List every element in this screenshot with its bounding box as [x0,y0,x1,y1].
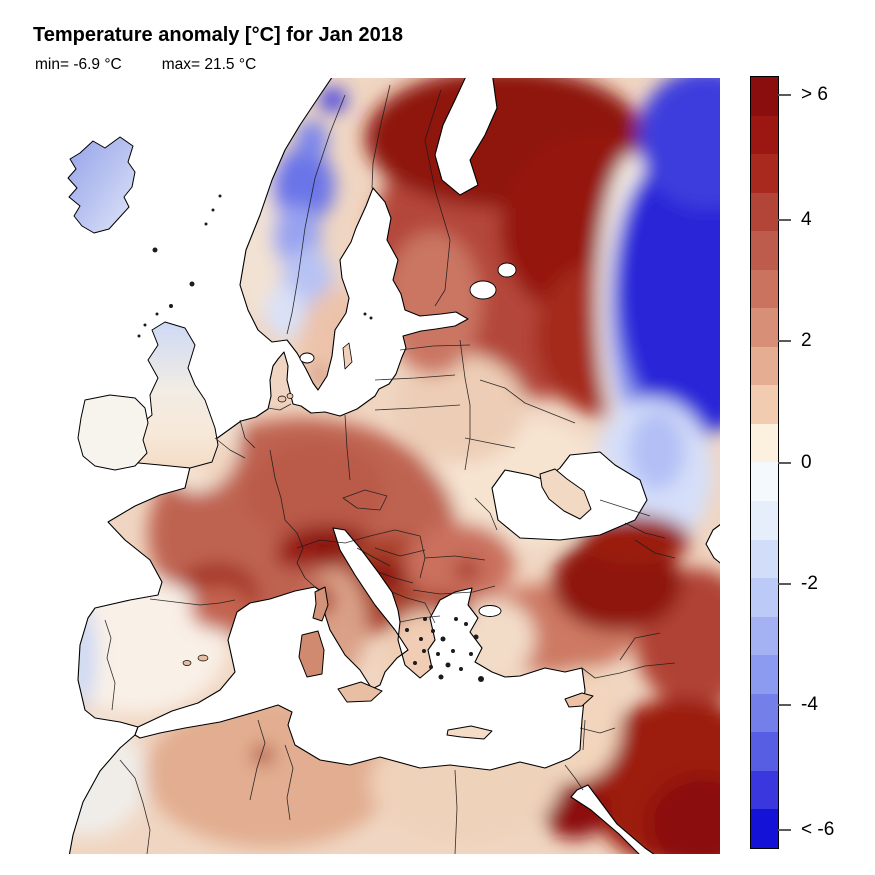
cyprus-island [564,692,594,708]
max-stat: max= 21.5 °C [161,56,257,73]
colorbar-tick: 4 [778,209,812,231]
min-stat: min= -6.9 °C [35,56,122,73]
balearic-island [182,660,192,666]
colorbar-tick-label: -4 [801,693,818,715]
colorbar-tick-label: > 6 [801,84,828,106]
danish-island [277,395,287,403]
minmax-stats: min= -6.9 °C max= 21.5 °C [35,56,256,74]
colorbar-segment [751,346,778,386]
lake-onega [497,262,517,278]
crimea-peninsula [539,468,592,520]
crete-island [446,725,493,740]
sardinia-island [298,630,325,678]
tick-dash [778,461,791,464]
colorbar-segment [751,192,778,232]
sicily-island [337,681,383,703]
colorbar-tick: -4 [778,694,818,716]
page-title: Temperature anomaly [°C] for Jan 2018 [33,24,403,46]
tick-dash [778,340,791,343]
tick-dash [778,582,791,585]
lake-vanern [299,352,315,364]
tick-dash [778,94,791,97]
colorbar-segment [751,115,778,155]
colorbar-segment [751,423,778,463]
colorbar-segment [751,154,778,193]
tick-dash [778,703,791,706]
colorbar-tick: 2 [778,330,812,352]
colorbar: > 6 4 2 0 -2 -4 < -6 [750,76,834,849]
corsica-island [312,586,329,622]
colorbar-segments [751,77,778,848]
caspian-sea-edge [705,524,720,564]
ireland-island [77,394,149,471]
red-sea [570,784,655,854]
colorbar-segment [751,616,778,656]
colorbar-tick: 0 [778,452,812,474]
colorbar-tick: -2 [778,573,818,595]
colorbar-segment [751,501,778,540]
colorbar-segment [751,231,778,270]
sea-of-marmara [478,605,502,617]
colorbar-tick: < -6 [778,819,834,841]
danish-island [286,393,294,399]
colorbar-segment [751,308,778,347]
colorbar-segment [751,539,778,579]
gotland-island [342,342,353,370]
balearic-island [197,654,209,662]
europe-anomaly-map [35,78,720,854]
colorbar-tick-label: 0 [801,451,812,473]
country-borders [104,84,676,854]
colorbar-segment [751,385,778,424]
colorbar-tick-label: 4 [801,209,812,231]
colorbar-segment [751,809,778,848]
colorbar-tick-label: 2 [801,330,812,352]
colorbar-tick: > 6 [778,84,828,106]
atlantic-north-baltic-sea [35,78,469,854]
tick-dash [778,828,791,831]
colorbar-segment [751,77,778,116]
white-sea [434,78,498,196]
colorbar-tick-label: < -6 [801,818,835,840]
colorbar-ticks: > 6 4 2 0 -2 -4 < -6 [751,77,834,848]
colorbar-segment [751,732,778,771]
colorbar-segment [751,462,778,502]
colorbar-segment [751,578,778,617]
colorbar-segment [751,655,778,694]
colorbar-segment [751,269,778,309]
iceland-island [67,136,136,234]
lake-ladoga [469,280,497,300]
tick-dash [778,219,791,222]
colorbar-segment [751,770,778,810]
colorbar-segment [751,693,778,733]
colorbar-tick-label: -2 [801,572,818,594]
